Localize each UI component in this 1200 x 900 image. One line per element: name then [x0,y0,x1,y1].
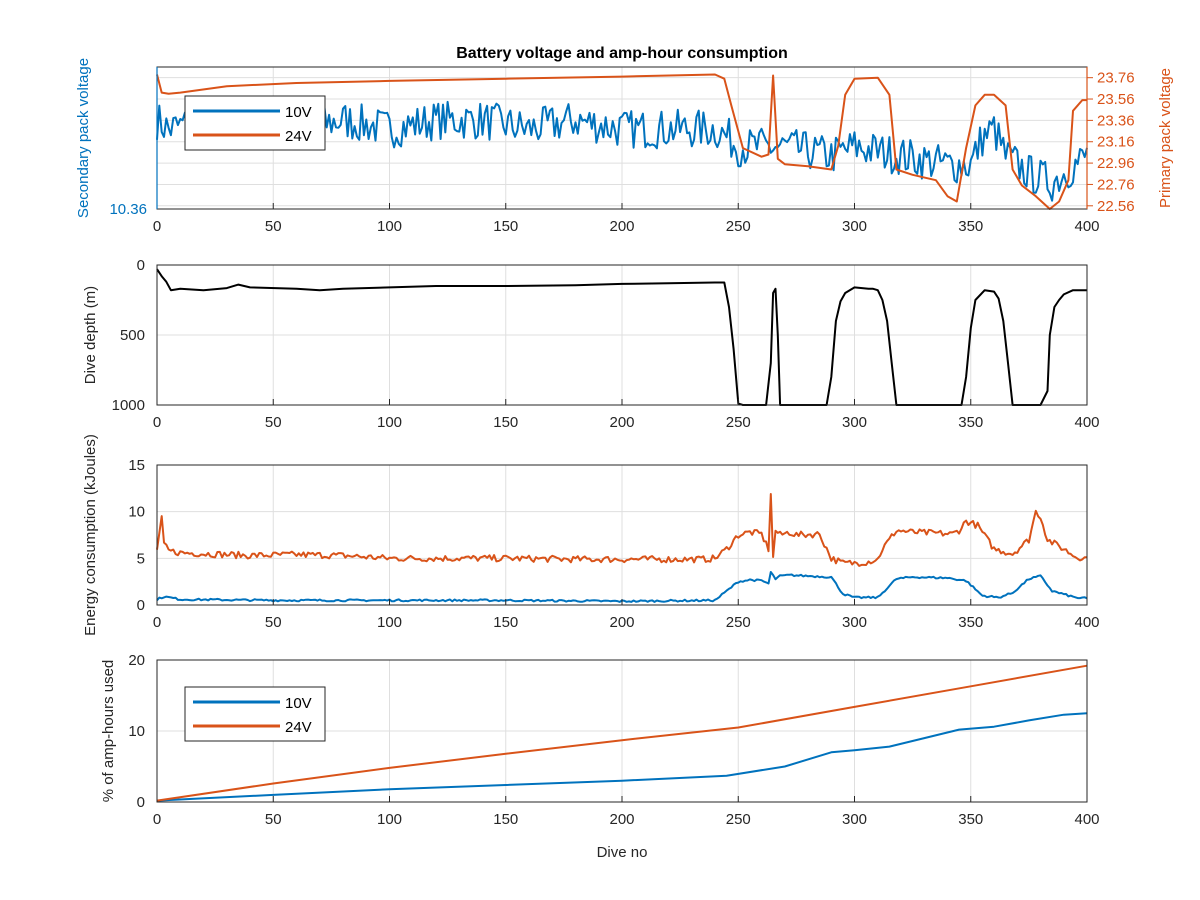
y-tick-label: 0 [137,257,145,274]
subplot-dive-depth: 0 50 100 150 200 250 300 350 400 0 500 1000 Dive dep… [82,257,1100,431]
figure-title: Battery voltage and amp-hour consumption [456,45,788,62]
x-tick-label: 100 [377,414,402,431]
y-axis-label: Energy consumption (kJoules) [82,434,99,636]
y-tick-label: 5 [137,550,145,567]
legend-label: 24V [285,128,312,145]
y-tick-label: 20 [128,652,145,669]
y2-tick-label: 23.36 [1097,112,1135,129]
y2-tick-label: 22.56 [1097,198,1135,215]
x-tick-label: 50 [265,811,282,828]
x-tick-label: 350 [958,218,983,235]
x-tick-label: 150 [493,218,518,235]
x-tick-label: 0 [153,811,161,828]
y-tick-label: 0 [137,794,145,811]
x-tick-label: 150 [493,614,518,631]
x-tick-label: 300 [842,218,867,235]
x-tick-label: 50 [265,614,282,631]
x-tick-label: 0 [153,414,161,431]
x-tick-label: 100 [377,218,402,235]
y-tick-label: 10 [128,504,145,521]
y2-tick-label: 23.56 [1097,91,1135,108]
x-tick-label: 0 [153,614,161,631]
subplot-amp-hours-used: 0 50 100 150 200 250 300 350 400 0 10 20 % of amp-ho… [100,652,1100,828]
y-tick-label: 1000 [112,397,145,414]
x-tick-label: 400 [1074,811,1099,828]
x-tick-label: 200 [609,218,634,235]
series-line-24v [156,664,1088,802]
legend-label: 10V [285,695,312,712]
legend-label: 24V [285,719,312,736]
y-tick-label: 10 [128,723,145,740]
y-axis-label: Dive depth (m) [82,286,99,384]
legend [184,95,326,151]
x-tick-label: 250 [726,414,751,431]
x-tick-label: 250 [726,811,751,828]
x-tick-label: 350 [958,614,983,631]
x-tick-label: 0 [153,218,161,235]
y-tick-label: 0 [137,597,145,614]
x-tick-label: 400 [1074,614,1099,631]
x-tick-label: 100 [377,614,402,631]
y2-tick-label: 22.96 [1097,155,1135,172]
x-tick-label: 200 [609,614,634,631]
x-tick-label: 250 [726,218,751,235]
legend-label: 10V [285,104,312,121]
x-tick-label: 200 [609,414,634,431]
y-axis-label-right: Primary pack voltage [1157,68,1174,208]
y-tick-label: 500 [120,327,145,344]
y-axis-label: % of amp-hours used [100,660,117,803]
subplot-energy-consumption: 0 50 100 150 200 250 300 350 400 0 5 10 15 Energy con… [82,434,1100,636]
y2-tick-label: 23.76 [1097,70,1135,87]
series-line-24v [156,73,1087,210]
x-tick-label: 350 [958,811,983,828]
x-tick-label: 200 [609,811,634,828]
x-tick-label: 100 [377,811,402,828]
x-axis-label: Dive no [597,844,648,861]
x-tick-label: 300 [842,811,867,828]
x-tick-label: 400 [1074,218,1099,235]
x-tick-label: 400 [1074,414,1099,431]
y-tick-label: 15 [128,457,145,474]
x-tick-label: 300 [842,614,867,631]
x-tick-label: 350 [958,414,983,431]
x-tick-label: 300 [842,414,867,431]
x-tick-label: 50 [265,414,282,431]
x-tick-label: 150 [493,811,518,828]
subplot-battery-voltage: 0 50 100 150 200 250 300 350 400 10.36 22.56 22.76 2… [75,58,1174,235]
series-line-10v [156,712,1088,802]
y-axis-label: Secondary pack voltage [75,58,92,218]
y-tick-label: 10.36 [109,201,147,218]
x-tick-label: 50 [265,218,282,235]
series-line-24v [156,493,1088,567]
x-tick-label: 250 [726,614,751,631]
x-tick-label: 150 [493,414,518,431]
legend [184,686,326,742]
y2-tick-label: 22.76 [1097,176,1135,193]
y2-tick-label: 23.16 [1097,134,1135,151]
